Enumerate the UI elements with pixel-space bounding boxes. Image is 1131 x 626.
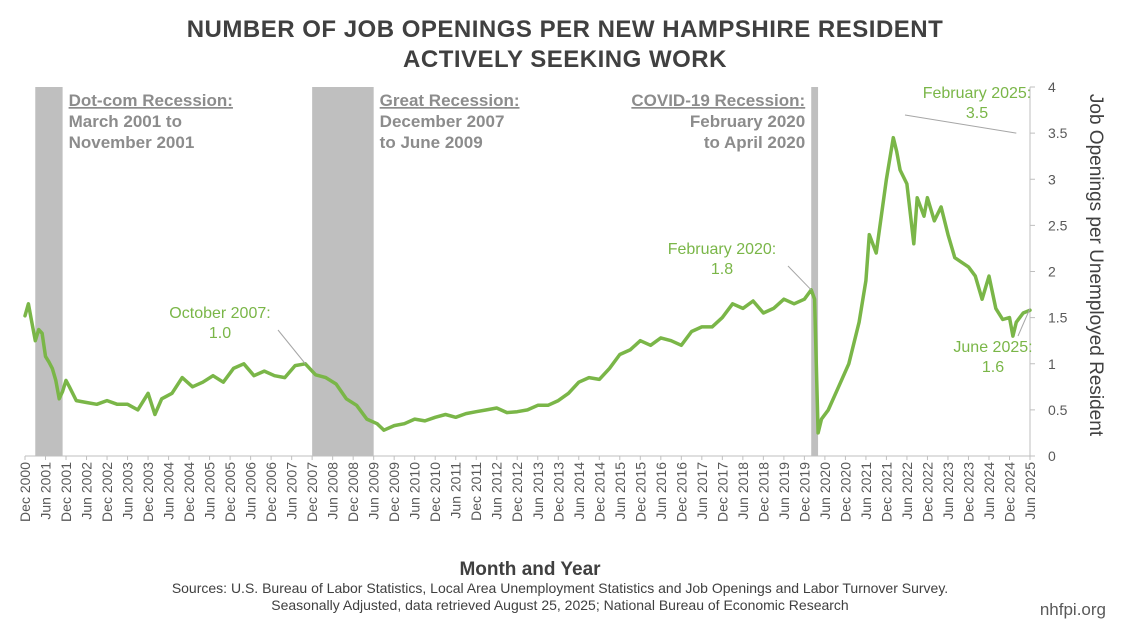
x-tick-label-44: Dec 2022 — [919, 462, 935, 522]
x-tick-label-23: Jun 2012 — [489, 462, 505, 520]
x-tick-label-35: Jun 2018 — [735, 462, 751, 520]
y-axis-title: Job Openings per Unemployed Resident — [1085, 94, 1106, 437]
x-tick-label-29: Jun 2015 — [612, 462, 628, 520]
x-tick-label-43: Jun 2022 — [899, 462, 915, 520]
x-tick-label-42: Dec 2021 — [878, 462, 894, 522]
recession-label-1-line-2: to June 2009 — [380, 133, 483, 152]
x-tick-label-12: Dec 2006 — [263, 462, 279, 522]
x-tick-label-36: Dec 2018 — [755, 462, 771, 522]
recession-shade-1 — [312, 87, 374, 456]
recession-label-0-line-0: Dot-com Recession: — [69, 91, 233, 110]
annotation-3-line-1: 1.6 — [982, 359, 1004, 376]
series-line — [23, 135, 1032, 435]
x-tick-label-27: Jun 2014 — [571, 462, 587, 520]
recession-label-2-line-0: COVID-19 Recession: — [631, 91, 805, 110]
x-tick-label-32: Dec 2016 — [673, 462, 689, 522]
recession-label-1-line-0: Great Recession: — [380, 91, 520, 110]
recession-label-0-line-1: March 2001 to — [69, 112, 182, 131]
x-tick-label-0: Dec 2000 — [17, 462, 33, 522]
source-line-2: Seasonally Adjusted, data retrieved Augu… — [271, 597, 848, 613]
annotation-3-line-0: June 2025: — [953, 339, 1032, 356]
x-tick-label-11: Jun 2006 — [243, 462, 259, 520]
x-tick-label-46: Dec 2023 — [960, 462, 976, 522]
y-tick-label-8: 4 — [1048, 79, 1056, 95]
annotation-1-line-1: 1.8 — [711, 261, 733, 278]
x-tick-label-18: Dec 2009 — [386, 462, 402, 522]
source-line-1: Sources: U.S. Bureau of Labor Statistics… — [172, 580, 948, 596]
annotation-leader-1 — [787, 265, 812, 291]
recession-label-2-line-1: February 2020 — [690, 112, 805, 131]
recession-shade-0 — [35, 87, 63, 456]
x-tick-label-4: Dec 2002 — [99, 462, 115, 522]
x-tick-label-30: Dec 2015 — [632, 462, 648, 522]
recession-label-1-line-1: December 2007 — [380, 112, 505, 131]
y-tick-label-6: 3 — [1048, 171, 1056, 187]
annotation-leader-3 — [1017, 308, 1031, 337]
y-tick-label-1: 0.5 — [1048, 402, 1068, 418]
annotation-0-line-1: 1.0 — [209, 325, 231, 342]
recession-label-2-line-2: to April 2020 — [704, 133, 805, 152]
x-tick-label-31: Jun 2016 — [653, 462, 669, 520]
y-tick-label-4: 2 — [1048, 264, 1056, 280]
x-tick-label-25: Jun 2013 — [530, 462, 546, 520]
annotation-2-line-0: February 2025: — [923, 85, 1032, 102]
x-tick-label-39: Jun 2020 — [817, 462, 833, 520]
x-tick-label-49: Jun 2025 — [1022, 462, 1038, 520]
x-tick-label-5: Jun 2003 — [120, 462, 136, 520]
x-tick-label-22: Dec 2011 — [468, 462, 484, 521]
x-tick-label-15: Jun 2008 — [325, 462, 341, 520]
recession-label-0-line-2: November 2001 — [69, 133, 195, 152]
annotation-0-line-0: October 2007: — [169, 305, 270, 322]
x-tick-label-7: Jun 2004 — [161, 462, 177, 520]
annotation-2-line-1: 3.5 — [966, 105, 988, 122]
y-tick-label-7: 3.5 — [1048, 125, 1068, 141]
y-tick-label-3: 1.5 — [1048, 310, 1068, 326]
annotation-1-line-0: February 2020: — [668, 241, 777, 258]
x-tick-label-28: Dec 2014 — [591, 462, 607, 522]
x-tick-label-2: Dec 2001 — [58, 462, 74, 522]
x-tick-label-19: Jun 2010 — [407, 462, 423, 520]
y-tick-label-5: 2.5 — [1048, 217, 1068, 233]
x-tick-label-13: Jun 2007 — [284, 462, 300, 520]
x-tick-label-14: Dec 2007 — [304, 462, 320, 522]
x-tick-label-17: Jun 2009 — [366, 462, 382, 520]
annotation-leader-0 — [277, 329, 306, 365]
x-tick-label-10: Dec 2005 — [222, 462, 238, 522]
x-tick-label-6: Dec 2003 — [140, 462, 156, 522]
x-tick-label-26: Dec 2013 — [550, 462, 566, 522]
x-tick-label-48: Dec 2024 — [1001, 462, 1017, 522]
x-tick-label-47: Jun 2024 — [981, 462, 997, 520]
x-tick-label-37: Jun 2019 — [776, 462, 792, 520]
x-tick-label-34: Dec 2017 — [714, 462, 730, 522]
x-tick-label-38: Dec 2019 — [796, 462, 812, 522]
chart-title-line-1: NUMBER OF JOB OPENINGS PER NEW HAMPSHIRE… — [187, 16, 944, 43]
x-axis-title: Month and Year — [459, 559, 601, 580]
annotation-leader-2 — [904, 114, 1017, 134]
brand-url: nhfpi.org — [1040, 600, 1106, 619]
x-tick-label-33: Jun 2017 — [694, 462, 710, 520]
y-tick-label-0: 0 — [1048, 448, 1056, 464]
x-tick-label-1: Jun 2001 — [38, 462, 54, 520]
x-tick-label-24: Dec 2012 — [509, 462, 525, 522]
y-tick-label-2: 1 — [1048, 356, 1056, 372]
x-tick-label-3: Jun 2002 — [79, 462, 95, 520]
x-tick-label-16: Dec 2008 — [345, 462, 361, 522]
x-tick-label-41: Jun 2021 — [858, 462, 874, 520]
x-tick-label-40: Dec 2020 — [837, 462, 853, 522]
recession-shade-2 — [811, 87, 819, 456]
x-tick-label-8: Dec 2004 — [181, 462, 197, 522]
x-tick-label-21: Jun 2011 — [448, 462, 464, 519]
chart-title-line-2: ACTIVELY SEEKING WORK — [403, 46, 727, 73]
x-tick-label-9: Jun 2005 — [202, 462, 218, 520]
x-tick-label-45: Jun 2023 — [940, 462, 956, 520]
x-tick-label-20: Dec 2010 — [427, 462, 443, 522]
